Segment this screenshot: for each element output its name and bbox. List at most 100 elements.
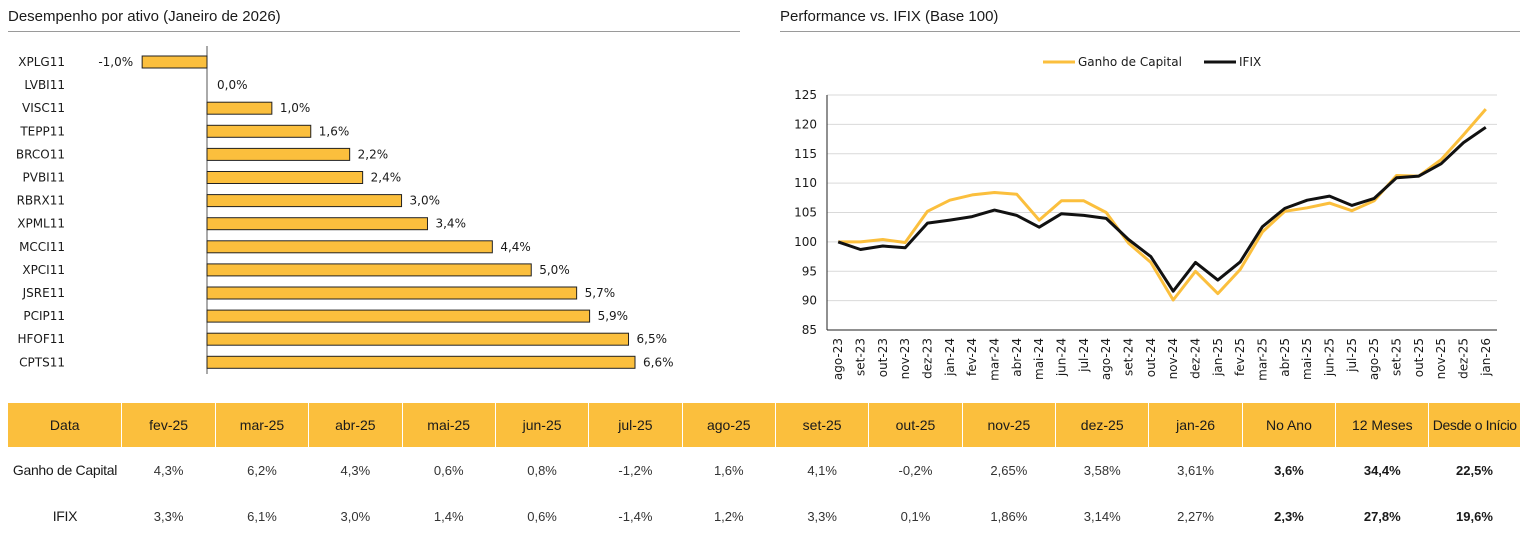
x-tick-label: jan-26: [1479, 338, 1493, 377]
bar-value-label: 4,4%: [500, 240, 531, 254]
table-cell: 3,61%: [1177, 462, 1214, 478]
table-header-cell: 12 Meses: [1335, 403, 1430, 447]
legend-label: IFIX: [1239, 55, 1261, 69]
table-cell: 3,3%: [153, 508, 184, 524]
bar-category-label: PCIP11: [23, 309, 65, 323]
bar-value-label: 1,0%: [280, 101, 311, 115]
bar: [206, 101, 273, 115]
bar-value-label: 2,2%: [358, 147, 389, 161]
x-tick-label: nov-23: [898, 338, 912, 379]
table-cell: 3,6%: [1274, 462, 1304, 478]
table-header-cell: jun-25: [495, 403, 590, 447]
bar: [206, 240, 493, 254]
table-cell: 1,4%: [433, 508, 464, 524]
x-tick-label: jul-24: [1077, 338, 1091, 373]
bar-category-label: BRCO11: [16, 147, 65, 161]
performance-table: Data fev-25 mar-25 abr-25 mai-25 jun-25 jul-25…: [8, 403, 1520, 539]
table-cell: 2,27%: [1177, 508, 1214, 524]
x-tick-label: mai-25: [1300, 338, 1314, 380]
y-tick-label: 95: [802, 264, 817, 278]
table-header-cell: jan-26: [1148, 403, 1243, 447]
x-tick-label: jan-24: [943, 338, 957, 377]
bar-chart-title-rule: [8, 31, 740, 32]
x-tick-label: jun-25: [1323, 338, 1337, 377]
table-header-row: Data fev-25 mar-25 abr-25 mai-25 jun-25 jul-25…: [8, 403, 1520, 447]
bar-value-label: 6,6%: [643, 355, 674, 369]
x-tick-label: fev-24: [965, 338, 979, 376]
table-body: Ganho de Capital 4,3% 6,2% 4,3% 0,6% 0,8% -1,2…: [8, 447, 1520, 539]
bar-category-label: XPCI11: [22, 263, 65, 277]
x-tick-label: ago-24: [1099, 338, 1113, 380]
x-tick-label: mar-25: [1256, 338, 1270, 381]
table-cell: 0,1%: [900, 508, 931, 524]
table-cell: 34,4%: [1363, 462, 1401, 478]
bar-value-label: 3,0%: [410, 194, 441, 208]
table-header-cell: mai-25: [402, 403, 496, 447]
x-tick-label: ago-25: [1367, 338, 1381, 380]
x-tick-label: dez-24: [1189, 338, 1203, 379]
y-tick-label: 100: [794, 235, 817, 249]
bar-category-label: MCCI11: [19, 240, 65, 254]
table-cell: -1,2%: [618, 462, 653, 478]
table-cell: 6,2%: [247, 462, 277, 478]
table-cell: 1,6%: [713, 462, 744, 478]
bar-value-label: 0,0%: [217, 78, 248, 92]
y-tick-label: 125: [794, 88, 817, 102]
table-cell: 3,3%: [807, 508, 837, 524]
table-row-label: Ganho de Capital: [12, 462, 118, 478]
line-chart: 85 90 95 100 105 110 115 120 125 ago-23 set-23 out-…: [794, 55, 1497, 381]
table-header-cell: set-25: [775, 403, 870, 447]
x-tick-label: fev-25: [1233, 338, 1247, 376]
table-cell: 19,6%: [1456, 508, 1493, 524]
x-tick-label: mar-24: [988, 338, 1002, 381]
table-header-cell: jul-25: [588, 403, 683, 447]
table-cell: 6,1%: [247, 508, 277, 524]
table-cell: 0,6%: [433, 462, 464, 478]
table-header-cell: No Ano: [1242, 403, 1337, 447]
bar-value-label: 5,0%: [539, 263, 570, 277]
table-cell: 3,0%: [340, 508, 371, 524]
x-tick-label: jul-25: [1345, 338, 1359, 373]
bar-value-label: 5,7%: [585, 286, 616, 300]
x-tick-label: set-25: [1390, 338, 1404, 376]
bar-category-label: PVBI11: [23, 171, 66, 185]
bar-chart-title: Desempenho por ativo (Janeiro de 2026): [8, 8, 281, 25]
table-cell: 27,8%: [1363, 508, 1401, 524]
bar-category-label: HFOF11: [17, 332, 65, 346]
y-tick-label: 110: [794, 176, 817, 190]
table-header-cell: mar-25: [215, 403, 310, 447]
bar: [206, 263, 532, 277]
x-tick-label: nov-24: [1166, 338, 1180, 379]
table-cell: 4,3%: [153, 462, 184, 478]
line-chart-title: Performance vs. IFIX (Base 100): [780, 8, 999, 25]
x-tick-label: dez-23: [921, 338, 935, 379]
table-header-cell: out-25: [868, 403, 963, 447]
bar: [206, 194, 403, 208]
bar: [206, 171, 364, 184]
table-row: Ganho de Capital 4,3% 6,2% 4,3% 0,6% 0,8% -1,2…: [8, 447, 1520, 493]
bar: [206, 309, 591, 323]
bar-category-label: CPTS11: [19, 355, 65, 369]
bar: [206, 355, 636, 369]
bar: [206, 286, 578, 300]
table-cell: 1,2%: [713, 508, 744, 524]
bar-category-label: LVBI11: [24, 78, 65, 92]
x-tick-label: out-23: [876, 338, 890, 377]
table-header-cell: Desde o Início: [1428, 403, 1520, 447]
bar-category-label: TEPP11: [19, 124, 65, 138]
table-header-cell: fev-25: [121, 403, 216, 447]
x-tick-label: mai-24: [1032, 338, 1046, 380]
x-tick-label: abr-24: [1010, 338, 1024, 377]
legend-label: Ganho de Capital: [1078, 55, 1182, 69]
bar-category-label: VISC11: [22, 101, 65, 115]
x-tick-label: jun-24: [1055, 338, 1069, 377]
table-cell: 0,6%: [527, 508, 557, 524]
bar-value-label: 5,9%: [598, 309, 629, 323]
x-tick-label: out-25: [1412, 338, 1426, 377]
y-tick-label: 90: [802, 294, 817, 308]
x-tick-label: abr-25: [1278, 338, 1292, 377]
table-header-cell: ago-25: [682, 403, 776, 447]
bar: [206, 147, 351, 161]
table-cell: 4,3%: [340, 462, 371, 478]
x-tick-label: jan-25: [1211, 338, 1225, 377]
